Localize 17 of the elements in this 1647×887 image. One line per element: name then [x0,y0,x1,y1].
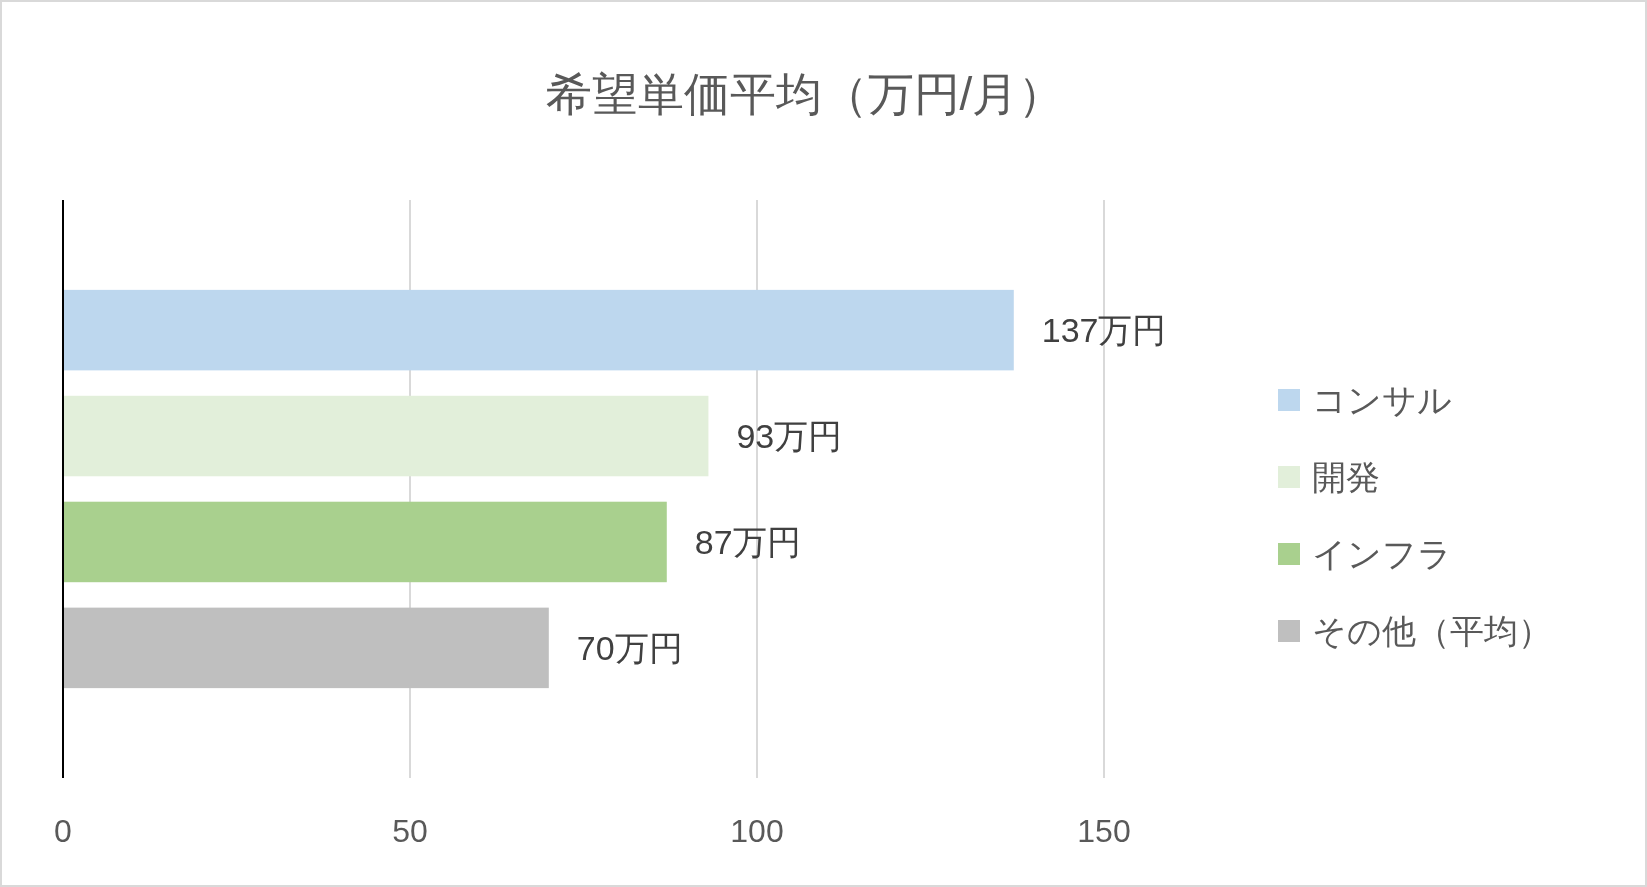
legend-label: コンサル [1312,381,1452,419]
bar [63,395,709,477]
legend-label: 開発 [1312,458,1380,496]
x-tick-label: 100 [730,813,784,849]
legend-label: その他（平均） [1312,612,1552,650]
bar [63,501,667,583]
bar [63,607,549,689]
x-tick-label: 50 [392,813,428,849]
chart-title: 希望単価平均（万円/月） [545,68,1065,120]
data-label: 87万円 [694,522,801,561]
data-label: 70万円 [576,628,683,667]
x-tick-label: 0 [54,813,72,849]
legend-label: インフラ [1312,535,1452,573]
bar [63,289,1014,371]
data-label: 93万円 [736,417,843,456]
data-label: 137万円 [1041,311,1167,350]
x-tick-label: 150 [1077,813,1131,849]
